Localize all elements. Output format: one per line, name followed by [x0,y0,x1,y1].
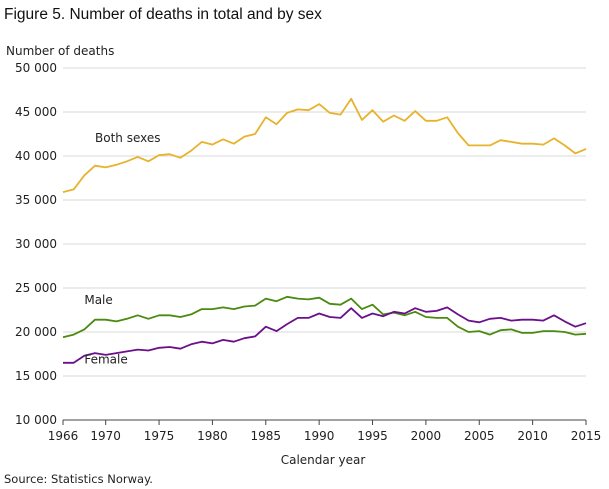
series-labels: Both sexes Male Female [84,131,160,367]
y-tick-label: 15 000 [15,369,57,383]
series-lines [62,97,587,364]
chart-title: Figure 5. Number of deaths in total and … [4,6,322,23]
x-tick-label: 1990 [304,429,335,443]
y-axis-label: Number of deaths [6,44,114,58]
y-tick-label: 25 000 [15,281,57,295]
x-tick-label: 2015 [571,429,602,443]
y-tick-label: 10 000 [15,413,57,427]
x-tick-label: 2000 [411,429,442,443]
x-tick-label: 1966 [48,429,79,443]
series-label: Male [84,293,112,307]
series-line-male [62,295,587,339]
x-tick-label: 1995 [357,429,388,443]
series-label: Female [84,353,127,367]
x-tick-label: 1975 [144,429,175,443]
series-label: Both sexes [95,131,161,145]
y-tick-label: 45 000 [15,105,57,119]
series-line-both-sexes [62,97,587,193]
x-tick-label: 1970 [90,429,121,443]
series-line-female [63,306,587,364]
y-tick-labels: 10 000 15 000 20 000 25 000 30 000 35 000 40 0… [15,61,57,427]
y-tick-label: 40 000 [15,149,57,163]
y-tick-label: 50 000 [15,61,57,75]
x-tick-label: 2005 [464,429,495,443]
x-axis: 1966 1970 1975 1980 1985 1990 1995 2000 2005 2010… [48,419,602,443]
y-tick-label: 35 000 [15,193,57,207]
source-note: Source: Statistics Norway. [4,472,153,486]
y-tick-label: 30 000 [15,237,57,251]
x-tick-label: 1985 [251,429,282,443]
gridlines [63,67,586,377]
x-tick-label: 2010 [517,429,548,443]
x-axis-label: Calendar year [281,453,366,467]
x-tick-label: 1980 [197,429,228,443]
y-tick-label: 20 000 [15,325,57,339]
